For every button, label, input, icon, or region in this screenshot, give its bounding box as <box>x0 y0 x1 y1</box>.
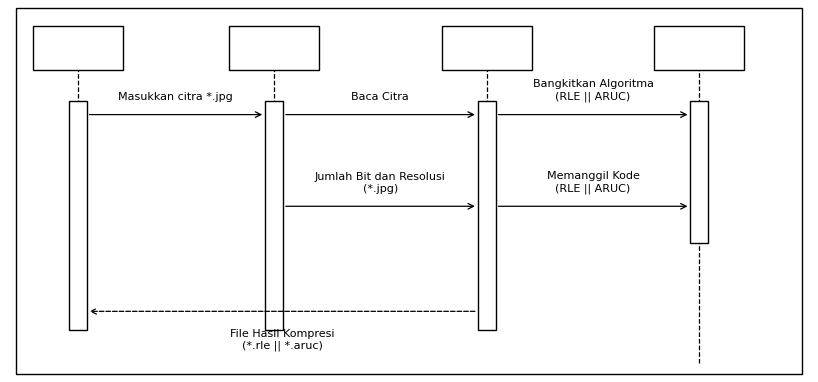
Bar <box>229 26 319 70</box>
Bar <box>69 101 87 330</box>
Text: Kompres: Kompres <box>460 41 514 54</box>
Text: Jumlah Bit dan Resolusi
(*.jpg): Jumlah Bit dan Resolusi (*.jpg) <box>315 172 446 194</box>
Bar <box>690 101 708 243</box>
Bar <box>654 26 744 70</box>
Text: File Hasil Kompresi
(*.rle || *.aruc): File Hasil Kompresi (*.rle || *.aruc) <box>230 329 335 351</box>
Bar <box>442 26 532 70</box>
Text: Algoritma: Algoritma <box>669 41 730 54</box>
Bar <box>33 26 123 70</box>
Text: Bangkitkan Algoritma
(RLE || ARUC): Bangkitkan Algoritma (RLE || ARUC) <box>533 79 654 102</box>
Text: Baca Citra: Baca Citra <box>352 92 409 102</box>
Bar <box>265 101 283 330</box>
Text: User: User <box>64 41 92 54</box>
Text: Memanggil Kode
(RLE || ARUC): Memanggil Kode (RLE || ARUC) <box>546 171 640 194</box>
Text: Masukkan citra *.jpg: Masukkan citra *.jpg <box>119 92 233 102</box>
Bar <box>478 101 496 330</box>
Text: Masukan: Masukan <box>246 41 302 54</box>
